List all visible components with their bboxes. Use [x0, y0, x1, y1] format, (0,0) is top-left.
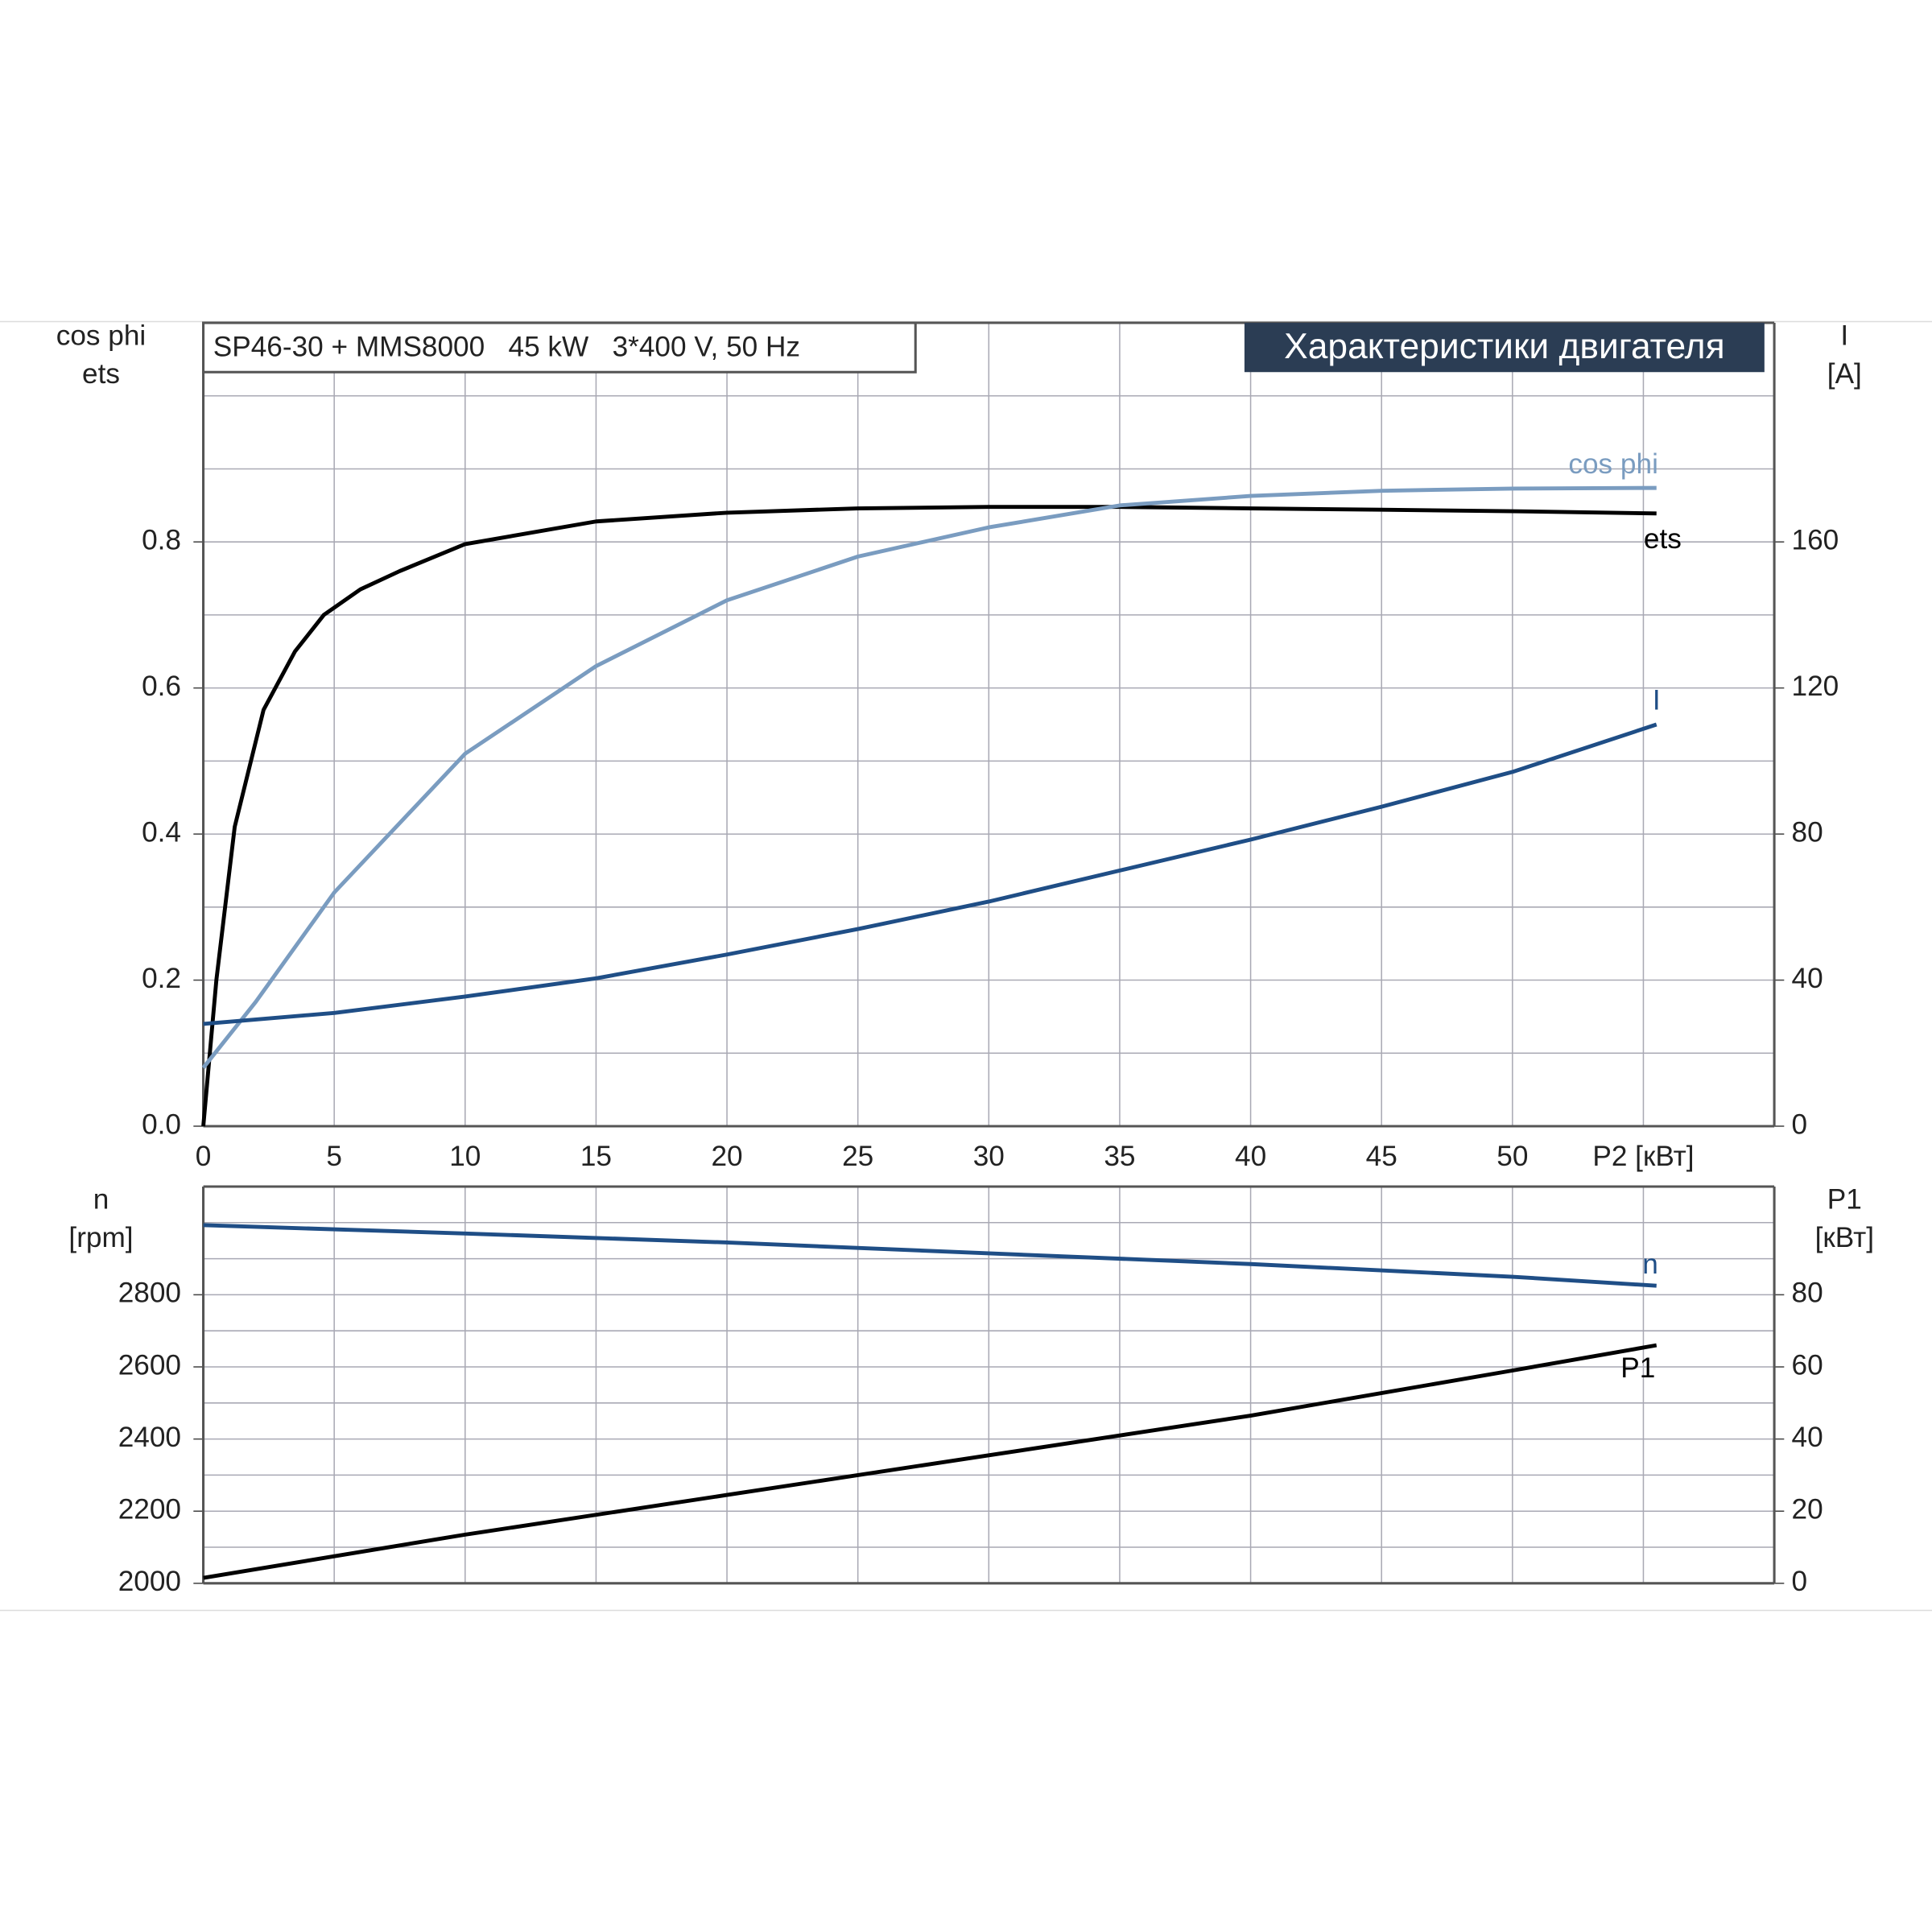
x-tick-label: P2 [кВт] — [1592, 1141, 1694, 1172]
series-line — [203, 1343, 1657, 1580]
y-tick-label: 2200 — [118, 1494, 181, 1525]
x-tick-label: 50 — [1496, 1141, 1528, 1172]
x-tick-label: 40 — [1235, 1141, 1266, 1172]
series-label: cos phi — [1568, 448, 1658, 480]
y2-tick-label: 0 — [1792, 1566, 1808, 1597]
y2-tick-label: 60 — [1792, 1349, 1823, 1381]
y2-tick-label: 160 — [1792, 524, 1839, 555]
y-tick-label: 2800 — [118, 1278, 181, 1309]
y-tick-label: 2000 — [118, 1566, 181, 1597]
y2-tick-label: 80 — [1792, 816, 1823, 848]
y2-tick-label: 0 — [1792, 1108, 1808, 1140]
y-axis-label: ets — [82, 358, 120, 390]
y-axis-label: [rpm] — [68, 1222, 133, 1253]
y-axis-label: n — [93, 1184, 109, 1216]
x-tick-label: 45 — [1366, 1141, 1397, 1172]
y2-axis-label: [A] — [1827, 358, 1862, 390]
y-tick-label: 2400 — [118, 1422, 181, 1453]
x-tick-label: 35 — [1104, 1141, 1135, 1172]
x-tick-label: 30 — [973, 1141, 1005, 1172]
y2-axis-label: I — [1840, 320, 1848, 352]
y2-tick-label: 120 — [1792, 671, 1839, 702]
x-tick-label: 15 — [580, 1141, 612, 1172]
y-tick-label: 0.4 — [142, 816, 181, 848]
y-tick-label: 0.6 — [142, 671, 181, 702]
y2-tick-label: 20 — [1792, 1494, 1823, 1525]
y-tick-label: 0.2 — [142, 963, 181, 994]
series-label: ets — [1644, 523, 1682, 555]
header-box — [1244, 323, 1765, 373]
series-line — [201, 505, 1657, 1127]
x-tick-label: 0 — [196, 1141, 212, 1172]
chart-title: SP46-30 + MMS8000 45 kW 3*400 V, 50 Hz — [213, 331, 800, 362]
y-tick-label: 0.8 — [142, 524, 181, 555]
series-label: n — [1642, 1249, 1658, 1280]
y2-axis-label: [кВт] — [1815, 1222, 1874, 1253]
series-line — [203, 722, 1657, 1026]
header: Характеристики двигателя — [1284, 327, 1724, 366]
x-tick-label: 25 — [842, 1141, 873, 1172]
y-tick-label: 2600 — [118, 1349, 181, 1381]
y-tick-label: 0.0 — [142, 1108, 181, 1140]
x-tick-label: 10 — [449, 1141, 481, 1172]
series-line — [203, 1223, 1657, 1288]
series-label: P1 — [1620, 1352, 1655, 1384]
y2-tick-label: 40 — [1792, 963, 1823, 994]
x-tick-label: 5 — [326, 1141, 342, 1172]
series-label: I — [1653, 685, 1661, 716]
y-axis-label: cos phi — [56, 320, 147, 352]
title-box — [202, 321, 917, 374]
series-line — [201, 485, 1657, 1069]
y2-axis-label: P1 — [1827, 1184, 1862, 1216]
x-tick-label: 20 — [711, 1141, 742, 1172]
y2-tick-label: 80 — [1792, 1278, 1823, 1309]
y2-tick-label: 40 — [1792, 1422, 1823, 1453]
